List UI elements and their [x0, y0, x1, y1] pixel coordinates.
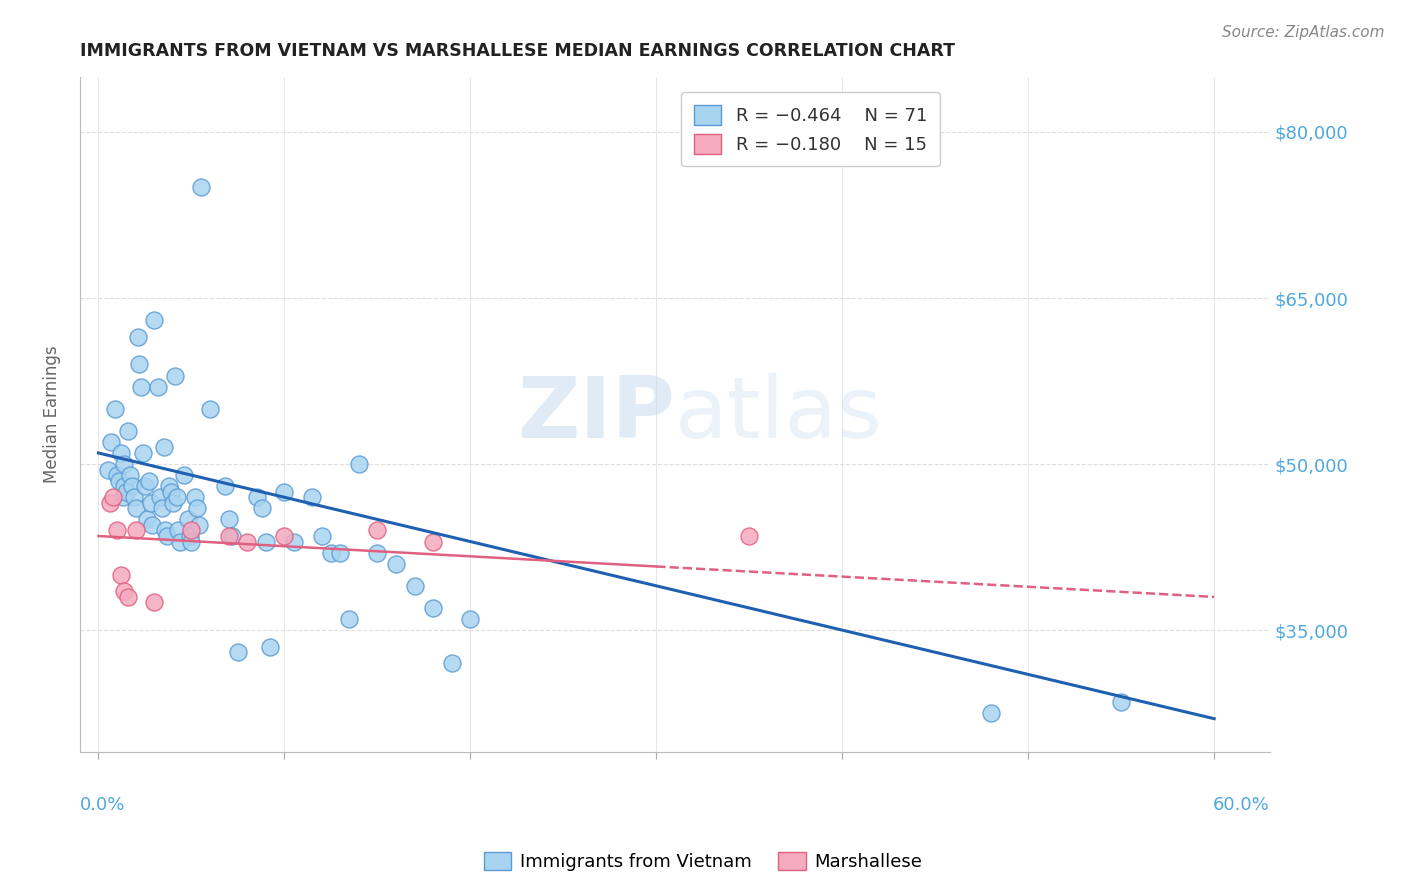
Point [186, 501, 208, 516]
Point [190, 180, 212, 194]
Point [254, 534, 277, 549]
Point [156, 529, 179, 543]
Point [114, 584, 136, 599]
Legend: R = −0.464    N = 71, R = −0.180    N = 15: R = −0.464 N = 71, R = −0.180 N = 15 [682, 93, 939, 167]
Point [114, 457, 136, 471]
Point [166, 490, 188, 504]
Point [273, 529, 295, 543]
Point [339, 612, 361, 626]
Point [100, 434, 122, 449]
Point [385, 557, 408, 571]
Point [105, 524, 128, 538]
Text: 0.0%: 0.0% [80, 796, 125, 814]
Point [111, 490, 134, 504]
Point [422, 534, 444, 549]
Point [143, 313, 166, 327]
Point [157, 479, 180, 493]
Point [104, 401, 127, 416]
Point [163, 368, 186, 383]
Point [173, 468, 195, 483]
Point [311, 529, 333, 543]
Point [347, 457, 370, 471]
Point [250, 501, 273, 516]
Point [218, 529, 240, 543]
Text: IMMIGRANTS FROM VIETNAM VS MARSHALLESE MEDIAN EARNINGS CORRELATION CHART: IMMIGRANTS FROM VIETNAM VS MARSHALLESE M… [80, 42, 955, 60]
Legend: Immigrants from Vietnam, Marshallese: Immigrants from Vietnam, Marshallese [477, 845, 929, 879]
Point [404, 579, 426, 593]
Point [141, 518, 163, 533]
Point [169, 534, 191, 549]
Point [110, 446, 132, 460]
Point [129, 379, 152, 393]
Point [366, 546, 388, 560]
Point [214, 479, 236, 493]
Point [167, 524, 190, 538]
Y-axis label: Median Earnings: Median Earnings [44, 345, 60, 483]
Point [221, 529, 243, 543]
Text: ZIP: ZIP [517, 373, 675, 456]
Point [117, 424, 139, 438]
Point [114, 479, 136, 493]
Point [460, 612, 482, 626]
Point [117, 590, 139, 604]
Point [128, 358, 150, 372]
Point [259, 640, 281, 654]
Point [273, 484, 295, 499]
Point [105, 468, 128, 483]
Point [127, 330, 149, 344]
Point [738, 529, 761, 543]
Point [152, 441, 174, 455]
Point [135, 512, 157, 526]
Point [110, 567, 132, 582]
Point [98, 496, 121, 510]
Text: Source: ZipAtlas.com: Source: ZipAtlas.com [1222, 25, 1385, 40]
Point [440, 657, 463, 671]
Point [184, 490, 207, 504]
Point [180, 534, 202, 549]
Point [108, 474, 131, 488]
Point [121, 479, 143, 493]
Point [422, 601, 444, 615]
Text: atlas: atlas [675, 373, 883, 456]
Point [283, 534, 305, 549]
Point [149, 490, 172, 504]
Point [218, 512, 240, 526]
Point [146, 379, 169, 393]
Point [319, 546, 342, 560]
Point [162, 496, 184, 510]
Point [138, 474, 160, 488]
Point [124, 524, 146, 538]
Point [134, 479, 156, 493]
Point [1109, 695, 1132, 709]
Point [236, 534, 259, 549]
Point [97, 462, 120, 476]
Point [177, 512, 200, 526]
Point [122, 490, 145, 504]
Point [180, 524, 202, 538]
Point [179, 529, 201, 543]
Point [150, 501, 173, 516]
Point [198, 401, 221, 416]
Point [155, 524, 177, 538]
Point [366, 524, 388, 538]
Point [980, 706, 1002, 721]
Point [139, 496, 162, 510]
Point [132, 446, 155, 460]
Point [120, 468, 142, 483]
Point [245, 490, 267, 504]
Point [103, 490, 125, 504]
Text: 60.0%: 60.0% [1213, 796, 1270, 814]
Point [329, 546, 352, 560]
Point [115, 484, 138, 499]
Point [143, 595, 166, 609]
Point [301, 490, 323, 504]
Point [226, 645, 249, 659]
Point [124, 501, 146, 516]
Point [187, 518, 209, 533]
Point [160, 484, 183, 499]
